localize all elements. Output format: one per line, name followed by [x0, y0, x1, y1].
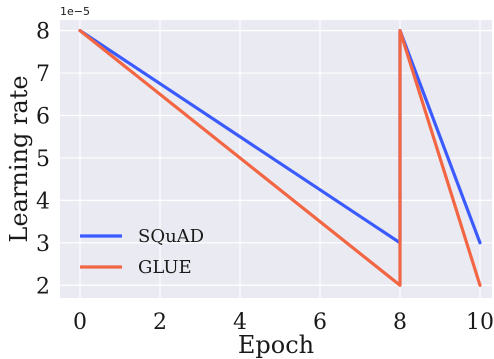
x-tick-label: 10 [466, 310, 494, 335]
x-axis-title: Epoch [238, 331, 314, 359]
series-lines [78, 29, 482, 287]
legend-label-squad: SQuAD [138, 226, 204, 247]
y-tick-label: 5 [36, 147, 50, 172]
y-axis-title: Learning rate [5, 75, 33, 242]
series-line-glue [78, 29, 482, 287]
x-tick-label: 8 [393, 310, 407, 335]
y-tick-label: 6 [36, 104, 50, 129]
x-tick-label: 2 [153, 310, 167, 335]
x-tick-label: 0 [73, 310, 87, 335]
x-tick-label: 4 [233, 310, 247, 335]
y-tick-label: 4 [36, 189, 50, 214]
y-tick-label: 3 [36, 232, 50, 257]
y-tick-label: 2 [36, 274, 50, 299]
offset-label: 1e−5 [60, 5, 90, 18]
y-tick-label: 8 [36, 20, 50, 45]
legend-label-glue: GLUE [138, 257, 192, 278]
legend: SQuAD GLUE [80, 226, 204, 278]
x-tick-label: 6 [313, 310, 327, 335]
y-tick-label: 7 [36, 62, 50, 87]
